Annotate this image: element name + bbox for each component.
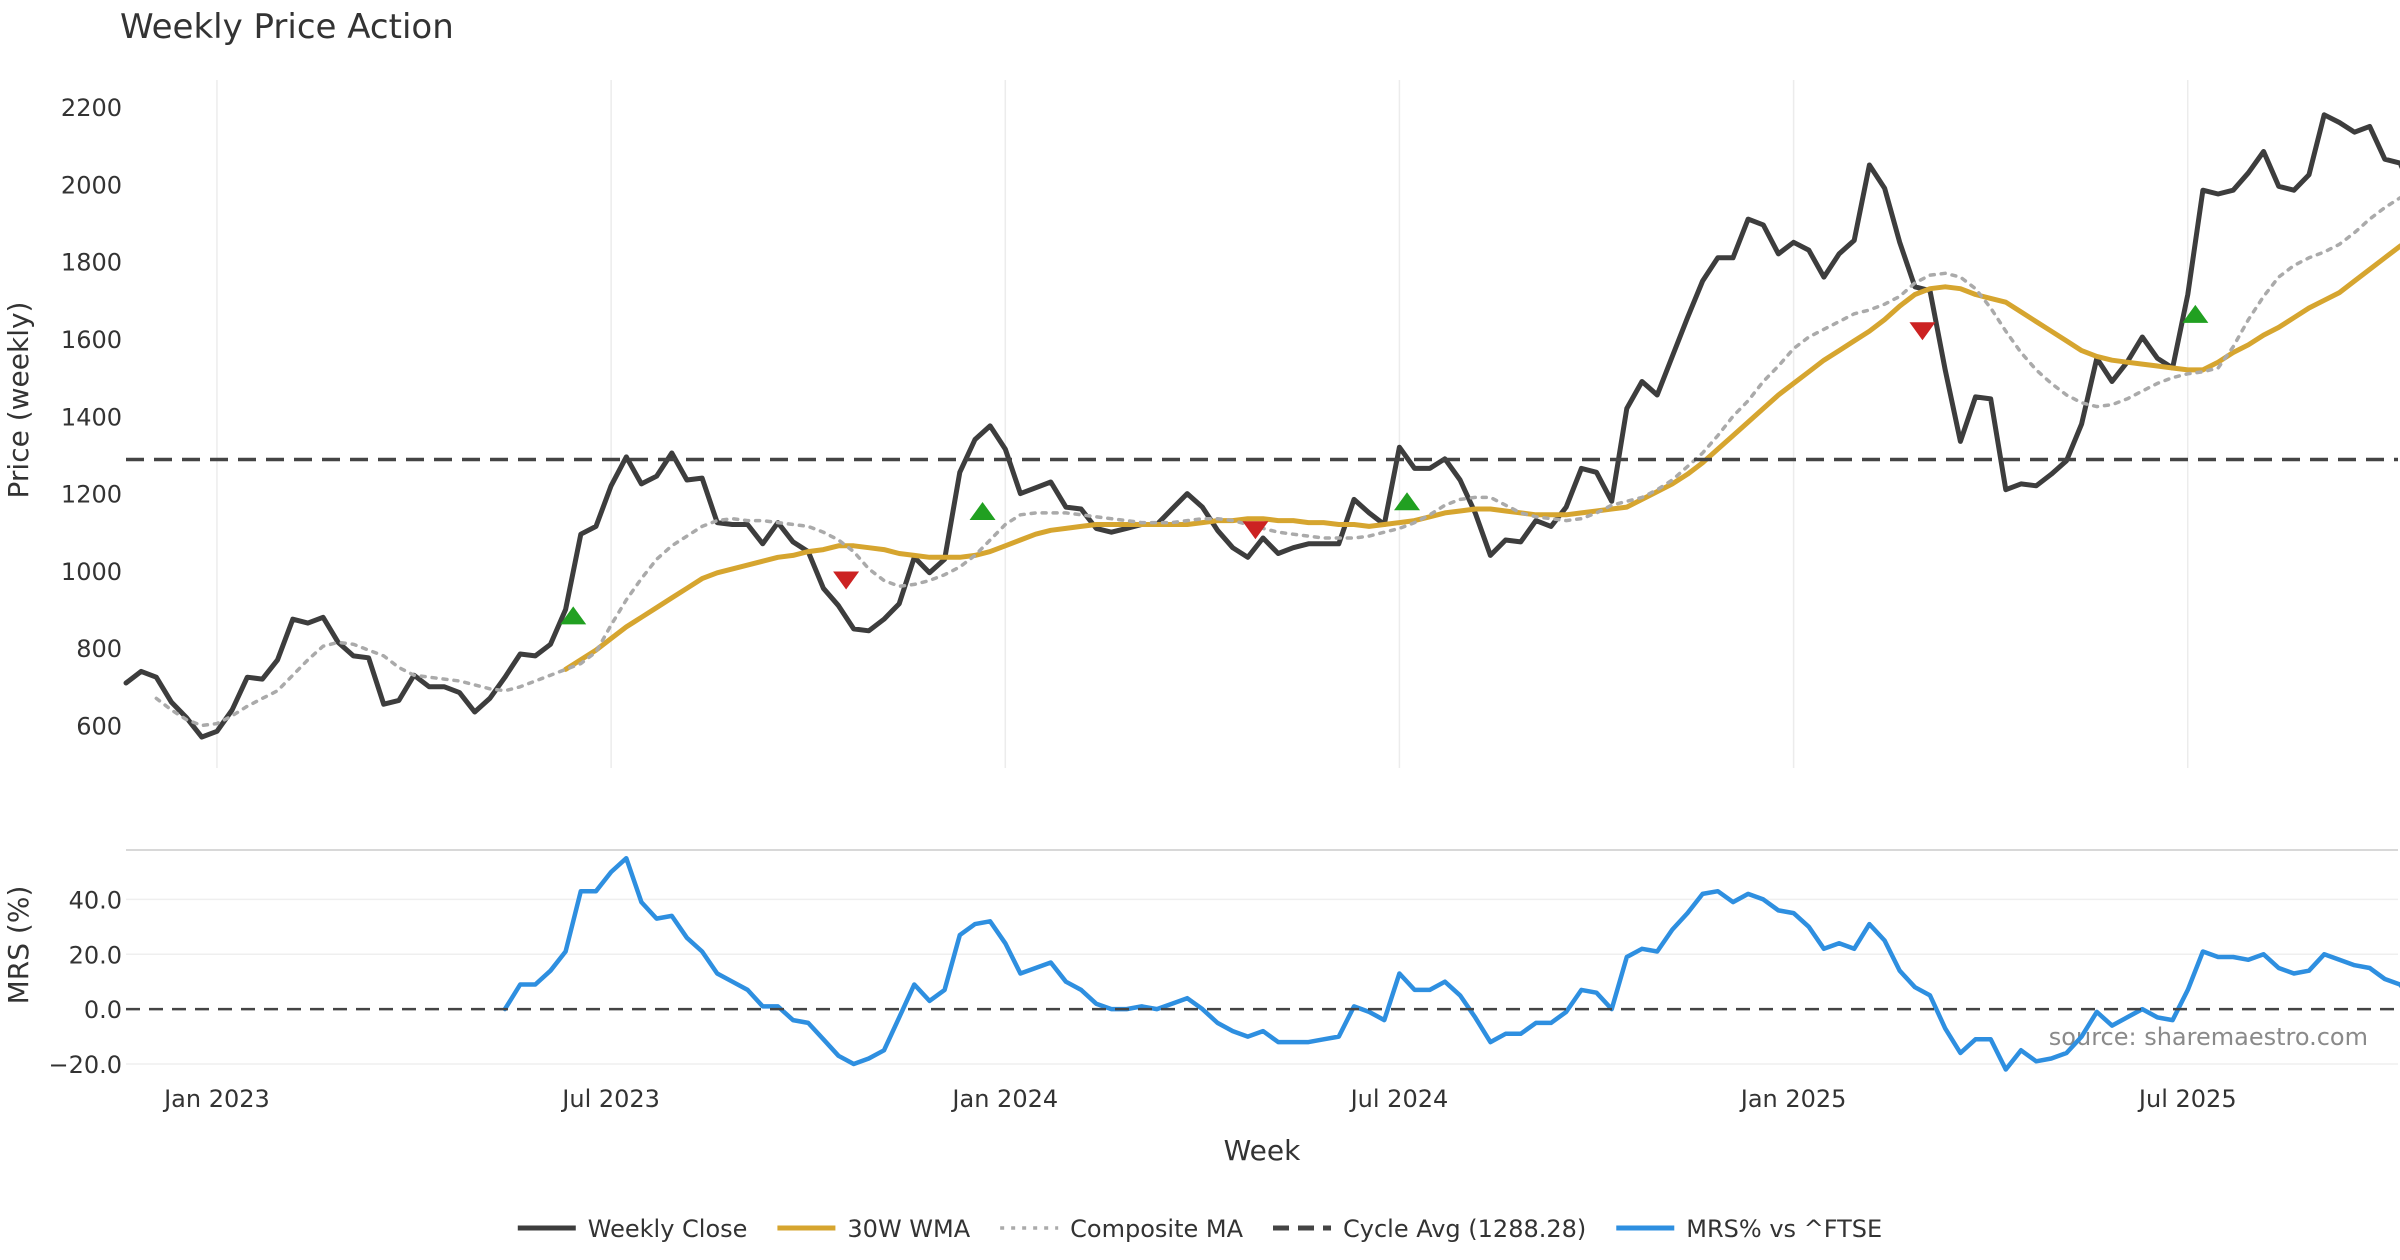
- buy-marker: [1394, 492, 1421, 511]
- legend-item: Composite MA: [1000, 1215, 1244, 1243]
- price-y-tick-label: 2000: [61, 171, 122, 199]
- price-axis-title: Price (weekly): [2, 302, 35, 499]
- mrs-y-tick-label: 40.0: [69, 886, 122, 914]
- legend-label: Weekly Close: [588, 1215, 748, 1243]
- x-tick-labels: Jan 2023 Jul 2023 Jan 2024 Jul 2024 Jan 2025…: [162, 1085, 2236, 1113]
- buy-marker: [560, 606, 587, 625]
- composite-ma-line: [154, 196, 2400, 728]
- sell-marker: [1909, 322, 1936, 341]
- buy-marker: [969, 501, 996, 520]
- weekly-close-line: [123, 112, 2400, 740]
- sell-marker: [1242, 521, 1269, 540]
- x-tick-label: Jan 2023: [162, 1085, 270, 1113]
- source-annotation: source: sharemaestro.com: [2049, 1023, 2368, 1051]
- mrs-y-tick-label: −20.0: [48, 1051, 122, 1079]
- legend-label: MRS% vs ^FTSE: [1686, 1215, 1882, 1243]
- legend-item: Weekly Close: [517, 1215, 748, 1243]
- legend-label: 30W WMA: [847, 1215, 970, 1243]
- price-y-tick-label: 1000: [61, 558, 122, 586]
- legend: Weekly Close 30W WMA Composite MA Cycle Avg…: [517, 1215, 1882, 1243]
- legend-item: Cycle Avg (1288.28): [1273, 1215, 1586, 1243]
- legend-item: MRS% vs ^FTSE: [1616, 1215, 1882, 1243]
- buy-marker: [2182, 304, 2209, 323]
- mrs-y-tick-label: 0.0: [84, 996, 122, 1024]
- x-tick-label: Jul 2024: [1349, 1085, 1449, 1113]
- price-y-tick-label: 1800: [61, 249, 122, 277]
- price-y-tick-label: 2200: [61, 94, 122, 122]
- price-y-tick-label: 600: [76, 712, 122, 740]
- mrs-panel: 40.0 20.0 0.0 −20.0: [48, 849, 2400, 1079]
- price-panel: 600 800 1000 1200 1400 1600 1800 2000 2200: [61, 80, 2400, 768]
- legend-item: 30W WMA: [777, 1215, 971, 1243]
- mrs-axis-title: MRS (%): [2, 886, 35, 1005]
- x-tick-label: Jan 2024: [950, 1085, 1058, 1113]
- x-tick-label: Jan 2025: [1739, 1085, 1847, 1113]
- mrs-y-tick-label: 20.0: [69, 941, 122, 969]
- price-y-tick-label: 800: [76, 635, 122, 663]
- sell-marker: [833, 571, 860, 590]
- 30w-wma-line: [563, 243, 2400, 672]
- chart-title: Weekly Price Action: [120, 7, 454, 47]
- x-tick-label: Jul 2023: [560, 1085, 660, 1113]
- mrs-line: [502, 855, 2400, 1072]
- price-y-tick-label: 1200: [61, 481, 122, 509]
- x-axis-title: Week: [1224, 1134, 1301, 1167]
- legend-label: Cycle Avg (1288.28): [1343, 1215, 1586, 1243]
- price-y-tick-label: 1600: [61, 326, 122, 354]
- x-tick-label: Jul 2025: [2137, 1085, 2237, 1113]
- legend-label: Composite MA: [1070, 1215, 1243, 1243]
- price-y-tick-label: 1400: [61, 403, 122, 431]
